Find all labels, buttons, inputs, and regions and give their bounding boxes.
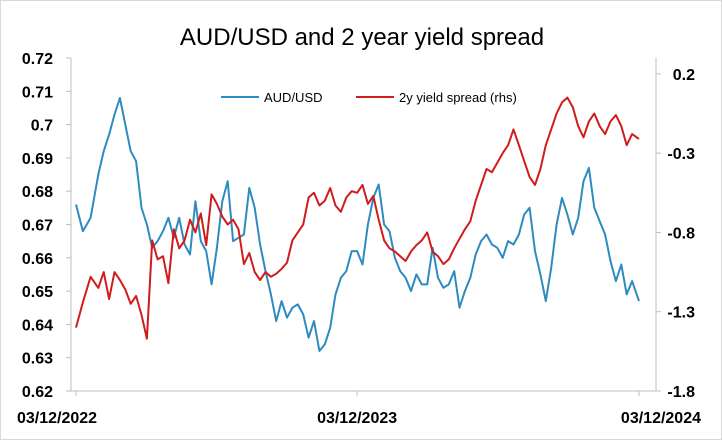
y-left-tick-label: 0.72 — [22, 51, 53, 68]
legend-label: AUD/USD — [264, 90, 323, 105]
series-line-aud-usd — [75, 97, 640, 352]
y-left-tick-label: 0.62 — [22, 384, 53, 401]
legend: AUD/USD 2y yield spread (rhs) — [221, 90, 517, 105]
x-tick-label: 03/12/2024 — [621, 410, 701, 427]
y-right-tick-label: -1.3 — [667, 305, 695, 322]
y-right-tick-label: -1.8 — [667, 384, 695, 401]
y-right-tick-label: -0.8 — [667, 225, 695, 242]
y-left-tick-label: 0.68 — [22, 184, 53, 201]
chart-title: AUD/USD and 2 year yield spread — [180, 24, 544, 51]
x-tick-label: 03/12/2023 — [317, 410, 397, 427]
y-left-tick-label: 0.66 — [22, 251, 53, 268]
y-left-tick-label: 0.69 — [22, 151, 53, 168]
y-left-tick-label: 0.71 — [22, 84, 53, 101]
y-right-tick-label: -0.3 — [667, 146, 695, 163]
y-right-tick-label: 0.2 — [673, 67, 695, 84]
y-left-tick-label: 0.64 — [22, 317, 53, 334]
series-layer — [75, 96, 640, 352]
y-left-tick-label: 0.65 — [22, 284, 53, 301]
y-left-tick-label: 0.7 — [31, 118, 53, 135]
legend-label: 2y yield spread (rhs) — [399, 90, 517, 105]
y-left-tick-label: 0.67 — [22, 218, 53, 235]
axes: 0.72 0.71 0.7 0.69 0.68 0.67 0.66 0.65 0.64 0.63 0… — [17, 51, 701, 427]
series-line-yield-spread — [75, 96, 640, 340]
y-left-tick-label: 0.63 — [22, 351, 53, 368]
x-tick-label: 03/12/2022 — [17, 410, 97, 427]
